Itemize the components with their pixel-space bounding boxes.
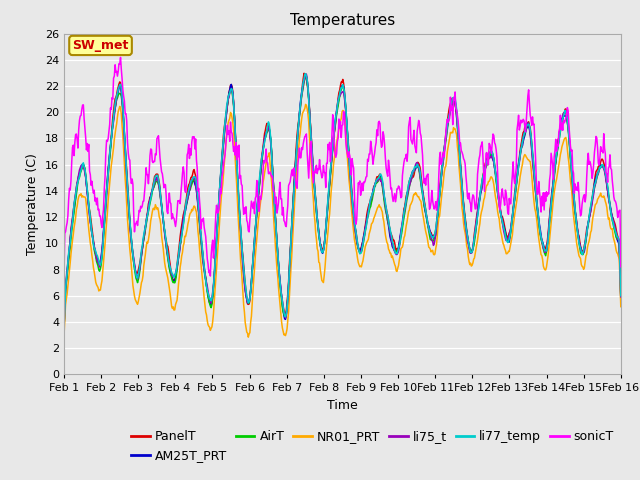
- AirT: [617, 294, 625, 300]
- li77_temp: [428, 232, 435, 238]
- Line: li75_t: li75_t: [64, 74, 621, 328]
- AirT: [302, 74, 310, 80]
- AM25T_PRT: [214, 223, 221, 228]
- li75_t: [184, 194, 192, 200]
- Line: li77_temp: li77_temp: [64, 73, 621, 328]
- NR01_PRT: [412, 190, 419, 195]
- li75_t: [70, 203, 78, 208]
- PanelT: [60, 324, 68, 330]
- li77_temp: [184, 191, 192, 196]
- Line: NR01_PRT: NR01_PRT: [64, 105, 621, 337]
- li77_temp: [302, 71, 310, 76]
- NR01_PRT: [617, 304, 625, 310]
- AirT: [428, 237, 435, 243]
- Line: sonicT: sonicT: [64, 58, 621, 278]
- Legend: PanelT, AM25T_PRT, AirT, NR01_PRT, li75_t, li77_temp, sonicT: PanelT, AM25T_PRT, AirT, NR01_PRT, li75_…: [126, 425, 619, 467]
- NR01_PRT: [127, 264, 135, 270]
- li77_temp: [70, 201, 78, 206]
- Text: SW_met: SW_met: [72, 39, 129, 52]
- li77_temp: [214, 224, 221, 230]
- PanelT: [411, 168, 419, 173]
- sonicT: [128, 176, 136, 182]
- NR01_PRT: [244, 334, 252, 340]
- PanelT: [184, 185, 192, 191]
- AM25T_PRT: [70, 206, 78, 212]
- li77_temp: [411, 164, 419, 169]
- NR01_PRT: [70, 225, 78, 230]
- AirT: [70, 209, 78, 215]
- Line: AirT: AirT: [64, 77, 621, 328]
- li77_temp: [60, 325, 68, 331]
- li75_t: [127, 237, 135, 242]
- Line: AM25T_PRT: AM25T_PRT: [64, 75, 621, 329]
- NR01_PRT: [302, 102, 310, 108]
- Y-axis label: Temperature (C): Temperature (C): [26, 153, 39, 255]
- AM25T_PRT: [302, 72, 310, 78]
- AM25T_PRT: [60, 326, 68, 332]
- sonicT: [214, 210, 222, 216]
- AM25T_PRT: [184, 195, 192, 201]
- PanelT: [70, 201, 78, 207]
- AirT: [214, 226, 221, 232]
- AirT: [127, 237, 135, 243]
- Line: PanelT: PanelT: [64, 73, 621, 327]
- PanelT: [428, 229, 435, 235]
- PanelT: [214, 226, 221, 231]
- li75_t: [411, 166, 419, 171]
- li75_t: [60, 325, 68, 331]
- sonicT: [116, 55, 124, 60]
- AM25T_PRT: [617, 297, 625, 302]
- li77_temp: [617, 293, 625, 299]
- li75_t: [617, 294, 625, 300]
- AirT: [60, 325, 68, 331]
- li75_t: [303, 71, 310, 77]
- AM25T_PRT: [127, 239, 135, 244]
- AM25T_PRT: [411, 167, 419, 173]
- X-axis label: Time: Time: [327, 399, 358, 412]
- NR01_PRT: [428, 248, 436, 254]
- NR01_PRT: [214, 253, 221, 259]
- NR01_PRT: [184, 221, 192, 227]
- NR01_PRT: [60, 333, 68, 339]
- sonicT: [428, 199, 435, 205]
- li75_t: [428, 235, 435, 240]
- sonicT: [70, 153, 78, 158]
- Title: Temperatures: Temperatures: [290, 13, 395, 28]
- sonicT: [617, 264, 625, 270]
- PanelT: [617, 292, 625, 298]
- AM25T_PRT: [428, 232, 435, 238]
- sonicT: [60, 275, 68, 281]
- AirT: [411, 166, 419, 171]
- AirT: [184, 193, 192, 199]
- sonicT: [411, 143, 419, 148]
- li77_temp: [127, 237, 135, 242]
- PanelT: [300, 71, 308, 76]
- PanelT: [127, 240, 135, 245]
- li75_t: [214, 223, 221, 229]
- sonicT: [185, 142, 193, 147]
